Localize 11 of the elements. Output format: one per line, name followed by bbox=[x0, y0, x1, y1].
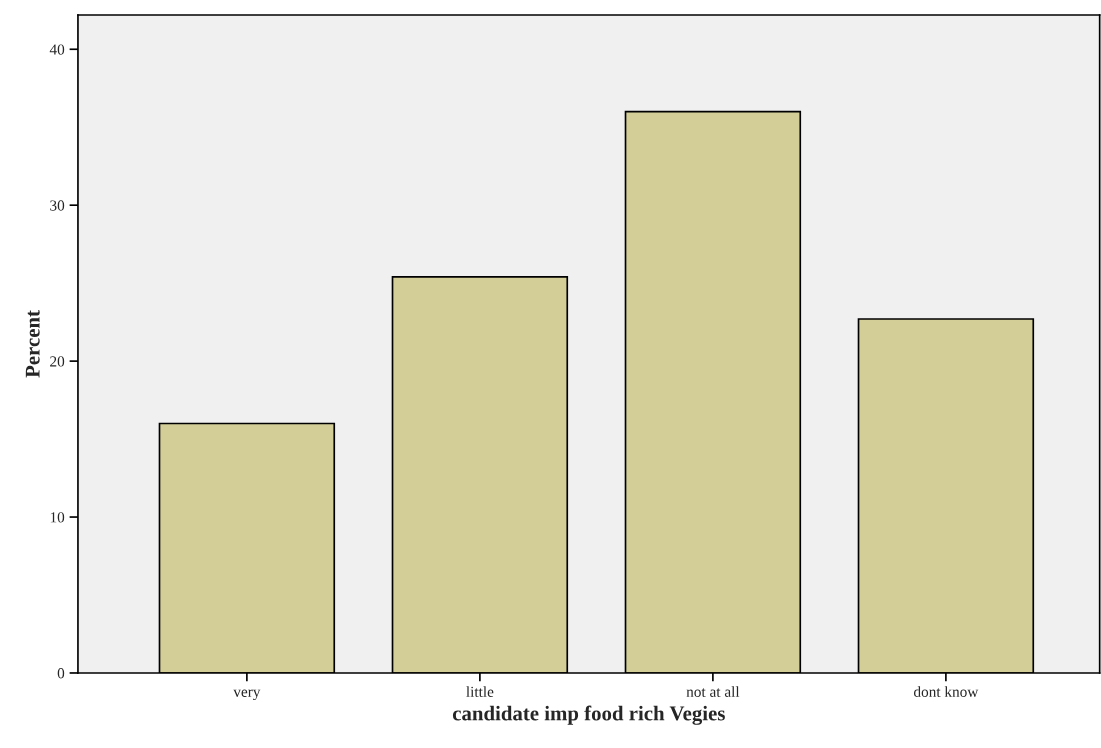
y-tick-label: 40 bbox=[49, 44, 65, 55]
x-axis-title: candidate imp food rich Vegies bbox=[452, 705, 725, 725]
y-tick-label: 0 bbox=[57, 668, 65, 679]
y-tick-label: 30 bbox=[50, 200, 65, 211]
x-tick-label: dont know bbox=[913, 686, 979, 697]
x-tick-label: not at all bbox=[686, 686, 740, 697]
y-axis-title: Percent bbox=[25, 310, 40, 378]
y-tick-label: 10 bbox=[50, 512, 65, 523]
x-tick-label: very bbox=[233, 689, 261, 701]
y-tick-label: 20 bbox=[50, 356, 65, 367]
x-tick-label: little bbox=[466, 686, 494, 697]
